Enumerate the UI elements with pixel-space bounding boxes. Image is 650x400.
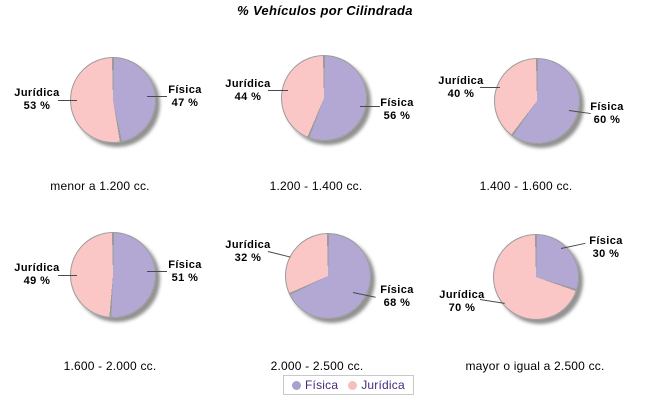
juridica-swatch-icon xyxy=(348,380,358,390)
label-fisica-name: Física xyxy=(168,259,202,271)
label-juridica-pct: 32 % xyxy=(234,252,262,264)
label-fisica-pct: 30 % xyxy=(592,248,620,260)
label-juridica-name: Jurídica xyxy=(438,75,484,87)
label-fisica-pct: 47 % xyxy=(171,97,199,109)
pie-1400-1600 xyxy=(494,58,580,144)
label-fisica: Física 68 % xyxy=(371,284,423,310)
label-fisica: Física 47 % xyxy=(159,84,211,110)
label-fisica-name: Física xyxy=(589,235,623,247)
pie-caption: mayor o igual a 2.500 cc. xyxy=(465,359,605,373)
leader-line xyxy=(147,271,167,272)
label-juridica: Jurídica 32 % xyxy=(222,239,274,265)
leader-line xyxy=(268,90,288,91)
pie-menor-1200 xyxy=(70,57,156,143)
pie-caption: 1.400 - 1.600 cc. xyxy=(479,179,573,193)
label-fisica-name: Física xyxy=(380,284,414,296)
legend-label-fisica: Física xyxy=(305,378,339,392)
pie-mayor-2500 xyxy=(493,234,579,320)
label-juridica-pct: 40 % xyxy=(447,88,475,100)
label-juridica: Jurídica 44 % xyxy=(222,78,274,104)
pie-2000-2500 xyxy=(285,233,371,319)
label-juridica: Jurídica 40 % xyxy=(435,75,487,101)
label-juridica: Jurídica 70 % xyxy=(436,289,488,315)
label-fisica-name: Física xyxy=(590,101,624,113)
label-juridica: Jurídica 49 % xyxy=(11,262,63,288)
pie-caption: menor a 1.200 cc. xyxy=(50,179,150,193)
pie-caption: 2.000 - 2.500 cc. xyxy=(270,359,364,373)
label-fisica: Física 30 % xyxy=(580,235,632,261)
leader-line xyxy=(480,87,500,88)
label-juridica-pct: 53 % xyxy=(23,100,51,112)
label-fisica-pct: 68 % xyxy=(383,297,411,309)
label-fisica: Física 51 % xyxy=(159,259,211,285)
label-fisica: Física 56 % xyxy=(371,97,423,123)
legend-item-juridica: Jurídica xyxy=(348,378,405,392)
leader-line xyxy=(58,100,77,101)
label-juridica-pct: 44 % xyxy=(234,91,262,103)
leader-line xyxy=(58,275,77,276)
label-juridica-pct: 49 % xyxy=(23,275,51,287)
pie-1600-2000 xyxy=(70,232,156,318)
label-juridica-name: Jurídica xyxy=(14,262,60,274)
label-fisica: Física 60 % xyxy=(581,101,633,127)
label-juridica-name: Jurídica xyxy=(14,87,60,99)
leader-line xyxy=(147,96,167,97)
label-juridica-name: Jurídica xyxy=(439,289,485,301)
label-juridica-name: Jurídica xyxy=(225,239,271,251)
label-juridica-name: Jurídica xyxy=(225,78,271,90)
pie-caption: 1.200 - 1.400 cc. xyxy=(269,179,363,193)
leader-line xyxy=(360,106,380,107)
label-fisica-pct: 51 % xyxy=(171,272,199,284)
label-fisica-pct: 60 % xyxy=(593,114,621,126)
label-fisica-name: Física xyxy=(380,97,414,109)
fisica-swatch-icon xyxy=(292,380,301,390)
pie-caption: 1.600 - 2.000 cc. xyxy=(63,359,157,373)
legend-label-juridica: Jurídica xyxy=(361,378,405,392)
label-juridica: Jurídica 53 % xyxy=(11,87,63,113)
chart-title: % Vehículos por Cilindrada xyxy=(237,3,413,18)
label-juridica-pct: 70 % xyxy=(448,302,476,314)
legend-item-fisica: Física xyxy=(292,378,338,392)
pie-1200-1400 xyxy=(281,55,367,141)
label-fisica-pct: 56 % xyxy=(383,110,411,122)
label-fisica-name: Física xyxy=(168,84,202,96)
legend: Física Jurídica xyxy=(283,375,414,395)
